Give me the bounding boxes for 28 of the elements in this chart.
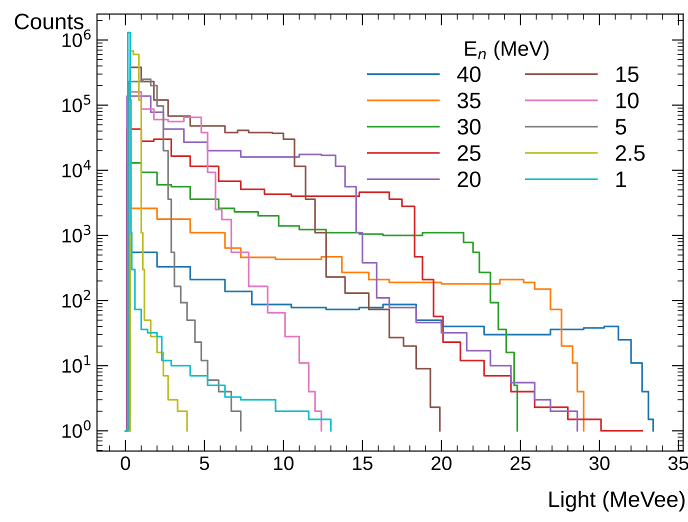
y-axis-title: Counts xyxy=(14,14,84,30)
y-tick-label: 10$^{0}$ xyxy=(62,420,91,438)
legend-label: 15 xyxy=(616,66,638,82)
legend-title: E$_{n}$ (MeV) xyxy=(465,40,549,60)
y-tick-label: 10$^{2}$ xyxy=(62,290,90,308)
y-tick-label: 10$^{5}$ xyxy=(62,94,90,112)
x-tick-label: 0 xyxy=(120,456,130,470)
legend-label: 25 xyxy=(458,145,480,161)
legend-label: 10 xyxy=(616,92,639,108)
legend-label: 30 xyxy=(458,118,481,135)
legend-label: 40 xyxy=(457,66,481,82)
x-tick-label: 35 xyxy=(668,456,688,470)
legend-label: 35 xyxy=(458,92,480,108)
x-tick-label: 10 xyxy=(274,456,294,470)
x-tick-label: 15 xyxy=(353,456,372,470)
y-tick-label: 10$^{1}$ xyxy=(62,355,90,373)
x-tick-label: 25 xyxy=(510,456,530,470)
legend-label: 2.5 xyxy=(616,145,645,161)
x-tick-label: 20 xyxy=(432,456,452,470)
x-tick-label: 30 xyxy=(589,456,610,470)
x-axis-title: Light (MeVee) xyxy=(549,490,685,512)
legend-label: 5 xyxy=(616,119,626,135)
y-tick-label: 10$^{6}$ xyxy=(62,29,91,48)
y-tick-label: 10$^{3}$ xyxy=(62,224,90,243)
y-tick-label: 10$^{4}$ xyxy=(62,160,91,178)
legend-label: 20 xyxy=(458,171,481,188)
x-tick-label: 5 xyxy=(200,456,210,470)
legend-label: 1 xyxy=(616,172,626,187)
